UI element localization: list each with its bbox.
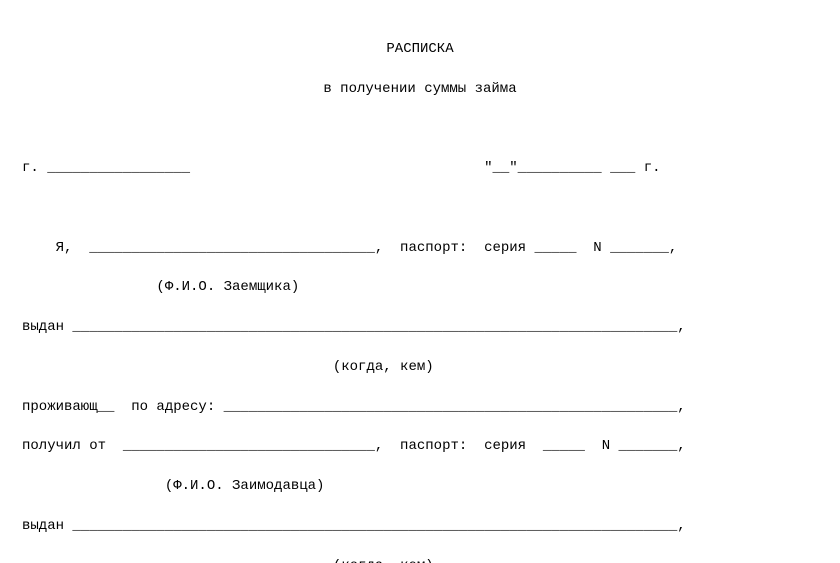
title-line-2: в получении суммы займа	[22, 80, 818, 100]
borrower-issued-hint: (когда, кем)	[22, 358, 818, 378]
lender-issued-hint: (когда, кем)	[22, 557, 818, 563]
borrower-address-line: проживающ__ по адресу: _________________…	[22, 398, 818, 418]
borrower-name-hint: (Ф.И.О. Заемщика)	[22, 278, 818, 298]
lender-issued-line: выдан __________________________________…	[22, 517, 818, 537]
blank-line	[22, 199, 818, 219]
city-date-line: г. _________________ "__"__________ ___ …	[22, 159, 818, 179]
lender-name-hint: (Ф.И.О. Заимодавца)	[22, 477, 818, 497]
borrower-issued-line: выдан __________________________________…	[22, 318, 818, 338]
borrower-intro-line: Я, __________________________________, п…	[22, 239, 818, 259]
document-page: РАСПИСКА в получении суммы займа г. ____…	[0, 0, 840, 563]
blank-line	[22, 119, 818, 139]
lender-received-line: получил от _____________________________…	[22, 437, 818, 457]
title-line-1: РАСПИСКА	[22, 40, 818, 60]
